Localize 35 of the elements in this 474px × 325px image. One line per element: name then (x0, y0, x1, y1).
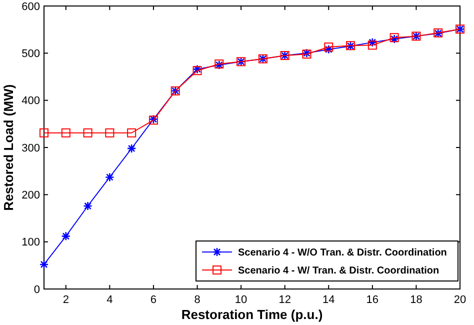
point (61, 128, 70, 138)
x-tick-label: 14 (322, 294, 335, 306)
point (105, 172, 114, 182)
point (126, 144, 136, 154)
y-tick-label: 600 (22, 0, 40, 13)
x-tick-label: 6 (150, 294, 157, 306)
point (61, 232, 71, 241)
x-tick-label: 16 (366, 294, 379, 306)
point (324, 42, 334, 52)
y-tick-label: 400 (22, 95, 40, 108)
x-axis-title: Restoration Time (p.u.) (181, 307, 323, 322)
y-tick-label: 100 (22, 236, 40, 249)
y-axis-title: Restored Load (MW) (1, 84, 16, 211)
y-tick-label: 0 (34, 284, 40, 296)
point (39, 260, 49, 270)
x-tick-label: 8 (194, 294, 200, 306)
point (368, 40, 377, 50)
point (105, 128, 114, 138)
point (324, 44, 334, 54)
point (368, 38, 378, 47)
x-tick-label: 4 (106, 294, 113, 306)
y-tick-label: 200 (22, 190, 40, 202)
y-tick-label: 500 (22, 48, 40, 60)
x-tick-label: 20 (454, 294, 466, 306)
point (40, 128, 48, 138)
point (127, 128, 136, 138)
x-tick-label: 10 (234, 294, 248, 306)
point (83, 201, 92, 211)
y-tick-label: 300 (22, 142, 40, 154)
legend-label: Scenario 4 - W/ Tran. & Distr. Coordination (238, 266, 440, 276)
x-tick-label: 12 (278, 294, 291, 306)
legend-label: Scenario 4 - W/O Tran. & Distr. Coordination (238, 248, 447, 258)
x-tick-label: 2 (62, 294, 69, 306)
x-tick-label: 18 (410, 294, 422, 306)
point (83, 128, 92, 138)
